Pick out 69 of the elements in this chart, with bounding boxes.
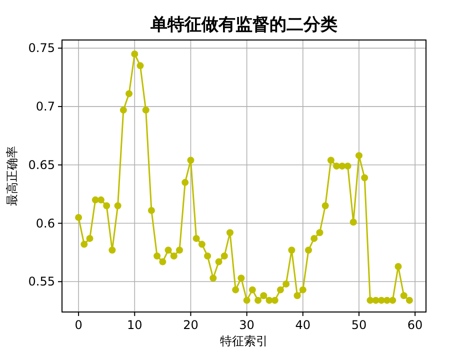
point [338, 162, 346, 170]
point [215, 258, 222, 266]
y-axis-title: 最高正确率 [5, 146, 19, 206]
point [136, 62, 144, 70]
y-tick-label: 0.65 [28, 158, 55, 172]
point [355, 152, 362, 160]
x-tick-label: 50 [351, 318, 367, 332]
point [282, 280, 290, 288]
point [131, 50, 138, 58]
point [350, 218, 357, 226]
y-tick-label: 0.6 [36, 216, 55, 230]
point [97, 196, 104, 204]
point [210, 274, 217, 282]
point [198, 240, 206, 248]
point [86, 234, 94, 242]
point [254, 296, 262, 304]
point [389, 296, 396, 304]
y-tick-label: 0.55 [28, 274, 55, 289]
point [232, 286, 240, 294]
point [384, 296, 391, 304]
point [170, 252, 178, 260]
point [192, 234, 200, 242]
point [288, 246, 296, 254]
point [276, 286, 284, 294]
point [243, 296, 250, 304]
point [322, 202, 329, 210]
point [394, 262, 402, 270]
point [248, 286, 256, 294]
point [182, 178, 189, 186]
point [406, 296, 413, 304]
point [126, 90, 133, 98]
point [120, 106, 127, 114]
point [400, 292, 408, 300]
point [299, 286, 306, 294]
point [294, 292, 301, 300]
chart-title: 单特征做有监督的二分类 [150, 15, 338, 35]
point [220, 252, 228, 260]
x-axis-title: 特征索引 [220, 334, 268, 348]
x-tick-label: 10 [126, 318, 142, 332]
x-tick-label: 30 [239, 318, 254, 332]
x-tick-label: 0 [74, 318, 82, 332]
point [344, 162, 352, 170]
point [142, 106, 150, 114]
point [316, 229, 324, 236]
point [164, 246, 172, 254]
point [187, 156, 194, 164]
point [103, 202, 110, 210]
point [271, 296, 278, 304]
point [260, 292, 268, 300]
point [176, 246, 183, 254]
x-tick-label: 40 [295, 318, 311, 332]
point [226, 229, 234, 236]
point [361, 174, 368, 182]
x-tick-label: 60 [407, 318, 423, 332]
point [310, 234, 318, 242]
point [204, 252, 212, 260]
y-tick-label: 0.75 [28, 41, 55, 56]
point [238, 274, 245, 282]
x-tick-label: 20 [183, 318, 198, 332]
point [114, 202, 122, 210]
point [148, 206, 155, 214]
point [80, 240, 88, 248]
y-tick-label: 0.7 [36, 100, 55, 114]
point [154, 252, 161, 260]
point [305, 246, 312, 254]
point [108, 246, 116, 254]
point [327, 156, 334, 164]
point [75, 214, 82, 221]
point [159, 258, 166, 266]
